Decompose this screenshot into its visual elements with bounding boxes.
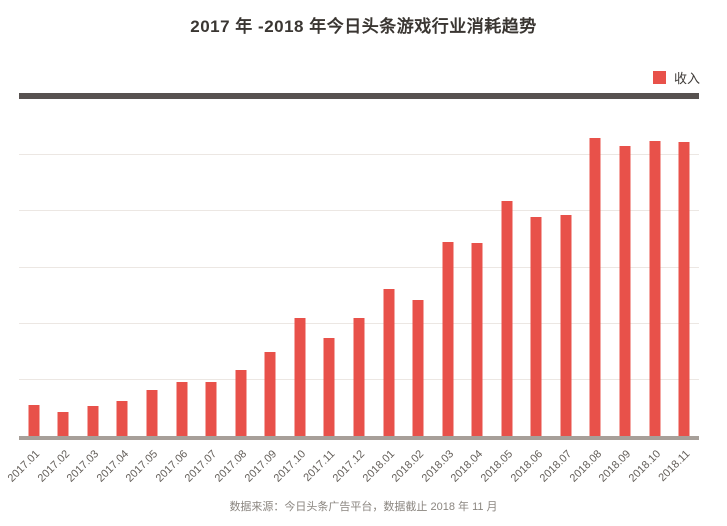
x-axis-labels: 2017.01 2017.02 2017.03 2017.04 2017.05 2017.… bbox=[6, 446, 699, 502]
bar-2017.09[interactable] bbox=[264, 352, 276, 436]
bar-2018.01[interactable] bbox=[383, 289, 395, 436]
bar-band bbox=[669, 99, 699, 436]
bar-band bbox=[167, 99, 197, 436]
gridline bbox=[19, 266, 699, 268]
gridline bbox=[19, 210, 699, 212]
source-note: 数据来源：今日头条广告平台，数据截止 2018 年 11 月 bbox=[229, 501, 498, 513]
bar-band bbox=[315, 99, 345, 436]
bar-band bbox=[226, 99, 256, 436]
bar-band bbox=[462, 99, 492, 436]
bar-band bbox=[19, 99, 49, 436]
x-axis-line bbox=[19, 436, 699, 440]
bar-band bbox=[78, 99, 108, 436]
bar-band bbox=[581, 99, 611, 436]
bar-band bbox=[551, 99, 581, 436]
bar-2017.07[interactable] bbox=[205, 381, 217, 436]
bar-2017.01[interactable] bbox=[28, 405, 40, 436]
bar-band bbox=[256, 99, 286, 436]
bar-2018.11[interactable] bbox=[678, 141, 690, 436]
bar-band bbox=[196, 99, 226, 436]
bar-2018.05[interactable] bbox=[501, 201, 513, 436]
bar-band bbox=[610, 99, 640, 436]
bar-2018.08[interactable] bbox=[589, 138, 601, 436]
bar-2017.06[interactable] bbox=[176, 382, 188, 436]
bar-band bbox=[49, 99, 79, 436]
bar-2018.06[interactable] bbox=[530, 216, 542, 436]
bar-band bbox=[137, 99, 167, 436]
bar-band bbox=[344, 99, 374, 436]
bar-band bbox=[492, 99, 522, 436]
bar-2018.03[interactable] bbox=[442, 241, 454, 436]
gridline bbox=[19, 154, 699, 156]
x-label-band: 2018.11 bbox=[657, 446, 699, 502]
legend-swatch-icon bbox=[652, 71, 666, 84]
bar-band bbox=[403, 99, 433, 436]
plot-area bbox=[19, 99, 699, 440]
bar-2017.12[interactable] bbox=[353, 317, 365, 436]
bar-chart: 2017.01 2017.02 2017.03 2017.04 2017.05 2017.… bbox=[6, 93, 699, 502]
bar-band bbox=[374, 99, 404, 436]
bar-2017.02[interactable] bbox=[57, 411, 69, 436]
bar-2017.10[interactable] bbox=[294, 317, 306, 436]
chart-title: 2017 年 -2018 年今日头条游戏行业消耗趋势 bbox=[190, 17, 537, 36]
bar-2017.03[interactable] bbox=[87, 406, 99, 436]
chart-top-rule bbox=[19, 93, 699, 99]
bar-2017.05[interactable] bbox=[146, 389, 158, 436]
bar-2018.02[interactable] bbox=[412, 300, 424, 436]
bar-band bbox=[522, 99, 552, 436]
legend-label: 收入 bbox=[673, 71, 700, 86]
bars-container bbox=[19, 99, 699, 436]
bar-2017.08[interactable] bbox=[235, 369, 247, 436]
bar-band bbox=[108, 99, 138, 436]
bar-band bbox=[285, 99, 315, 436]
legend-item-revenue[interactable]: 收入 bbox=[652, 68, 700, 87]
bar-2018.07[interactable] bbox=[560, 215, 572, 436]
bar-2018.09[interactable] bbox=[619, 145, 631, 436]
bar-band bbox=[640, 99, 670, 436]
bar-2017.04[interactable] bbox=[116, 400, 128, 436]
bar-2017.11[interactable] bbox=[323, 337, 335, 436]
x-axis-label: 2017.01 bbox=[5, 448, 43, 485]
bar-2018.10[interactable] bbox=[649, 140, 661, 436]
bar-2018.04[interactable] bbox=[471, 242, 483, 436]
bar-band bbox=[433, 99, 463, 436]
